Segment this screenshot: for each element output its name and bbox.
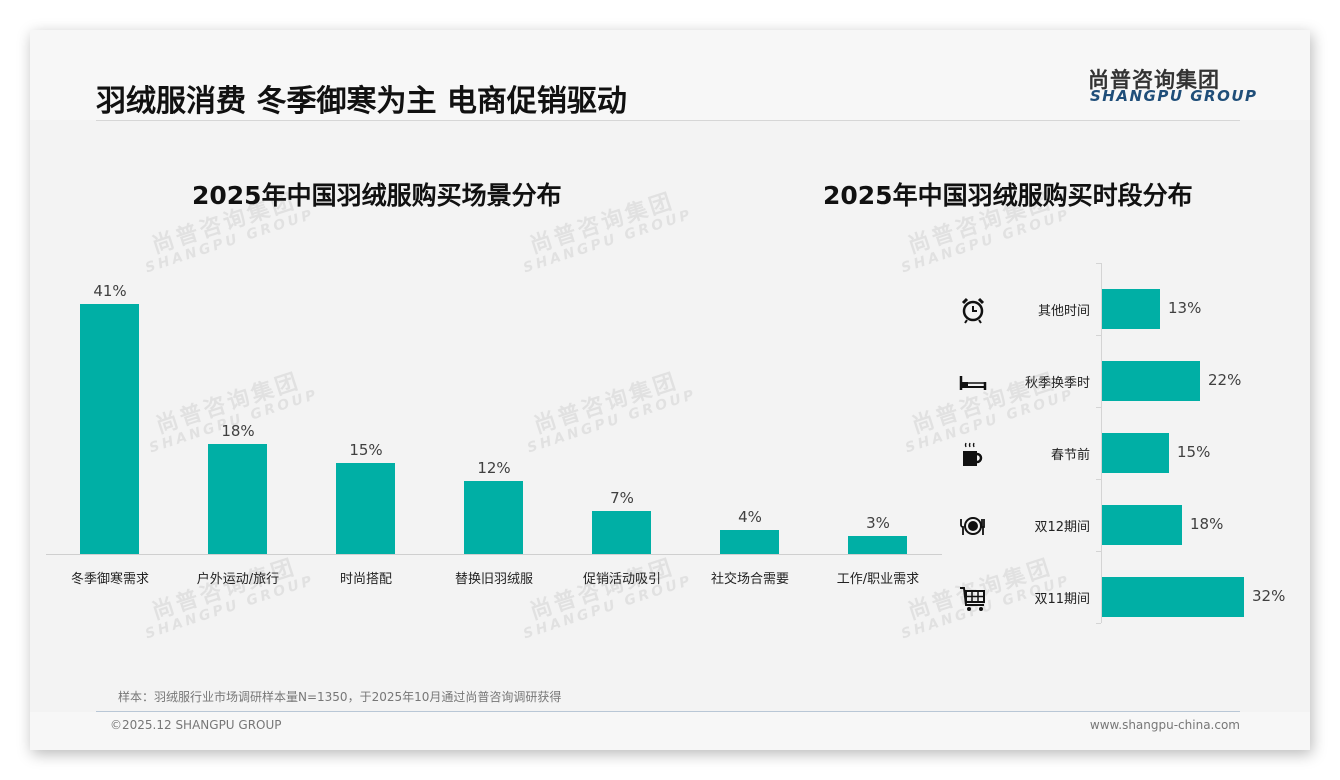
- bar: [1102, 505, 1182, 545]
- x-axis-line: [46, 554, 942, 555]
- bar-group: 41% 冬季御寒需求: [46, 280, 174, 590]
- logo-en: SHANGPU GROUP: [1090, 87, 1258, 105]
- bar: [1102, 577, 1244, 617]
- bar-group: 12% 替换旧羽绒服: [430, 280, 558, 590]
- header-divider: [96, 120, 1240, 121]
- category-label: 双12期间: [1034, 520, 1090, 535]
- axis-tick: [1096, 623, 1101, 624]
- shopping-cart-icon: [958, 583, 988, 613]
- category-label: 时尚搭配: [339, 572, 392, 587]
- y-axis-line: [1101, 263, 1102, 623]
- time-bar-chart: 其他时间 13% 秋季换季时 22% 春节前 15% 双12期间 18% 双11期间 32%: [950, 263, 1290, 624]
- bar-group: 15% 时尚搭配: [302, 280, 430, 590]
- slide: 羽绒服消费 冬季御寒为主 电商促销驱动 尚普咨询集团 SHANGPU GROUP…: [30, 30, 1310, 750]
- category-label: 秋季换季时: [1024, 376, 1090, 391]
- bar-row: 春节前 15%: [950, 417, 1290, 489]
- bed-icon: [958, 367, 988, 397]
- bar: [1102, 361, 1200, 401]
- logo-cn: 尚普咨询集团: [1088, 68, 1220, 92]
- category-label: 其他时间: [1037, 304, 1090, 319]
- category-label: 替换旧羽绒服: [454, 572, 533, 587]
- bar-value-label: 41%: [93, 282, 127, 300]
- bar-value-label: 15%: [349, 441, 383, 459]
- bar: [80, 304, 139, 554]
- bar-value-label: 18%: [221, 422, 255, 440]
- category-label: 促销活动吸引: [582, 572, 661, 587]
- bar: [848, 536, 907, 554]
- page-title: 羽绒服消费 冬季御寒为主 电商促销驱动: [96, 84, 627, 119]
- axis-tick: [1096, 263, 1101, 264]
- bar-group: 4% 社交场合需要: [686, 280, 814, 590]
- bar-group: 7% 促销活动吸引: [558, 280, 686, 590]
- plate-cutlery-icon: [958, 511, 988, 541]
- bar-row: 双12期间 18%: [950, 489, 1290, 561]
- bar-value-label: 3%: [866, 514, 890, 532]
- bar: [464, 481, 523, 554]
- scene-bar-chart: 41% 冬季御寒需求 18% 户外运动/旅行 15% 时尚搭配 12% 替换旧羽绒服 7% 促销活…: [46, 280, 942, 590]
- coffee-mug-icon: [958, 439, 988, 469]
- category-label: 春节前: [1050, 448, 1090, 463]
- bar-value-label: 7%: [610, 489, 634, 507]
- category-label: 社交场合需要: [710, 572, 789, 587]
- bar-row: 秋季换季时 22%: [950, 345, 1290, 417]
- bar-value-label: 12%: [477, 459, 511, 477]
- footer-divider: [96, 711, 1240, 712]
- website-link[interactable]: www.shangpu-china.com: [1089, 718, 1240, 732]
- scene-chart-title: 2025年中国羽绒服购买场景分布: [192, 181, 562, 210]
- axis-tick: [1096, 335, 1101, 336]
- axis-tick: [1096, 551, 1101, 552]
- footer-band: [30, 712, 1310, 750]
- bar-value-label: 32%: [1252, 587, 1286, 605]
- bar: [1102, 289, 1160, 329]
- category-label: 工作/职业需求: [836, 572, 920, 587]
- bar: [336, 463, 395, 554]
- bar: [1102, 433, 1169, 473]
- axis-tick: [1096, 407, 1101, 408]
- axis-tick: [1096, 479, 1101, 480]
- bar-value-label: 4%: [738, 508, 762, 526]
- alarm-clock-icon: [958, 295, 988, 325]
- time-chart-title: 2025年中国羽绒服购买时段分布: [823, 181, 1193, 210]
- category-label: 冬季御寒需求: [70, 572, 149, 587]
- bar-value-label: 18%: [1190, 515, 1224, 533]
- bar-group: 18% 户外运动/旅行: [174, 280, 302, 590]
- header-band: [30, 30, 1310, 120]
- bar: [592, 511, 651, 554]
- category-label: 双11期间: [1034, 592, 1090, 607]
- bar: [720, 530, 779, 554]
- bar-row: 其他时间 13%: [950, 273, 1290, 345]
- bar-group: 3% 工作/职业需求: [814, 280, 942, 590]
- category-label: 户外运动/旅行: [196, 572, 280, 587]
- bar: [208, 444, 267, 554]
- copyright: ©2025.12 SHANGPU GROUP: [110, 718, 282, 732]
- bar-value-label: 13%: [1168, 299, 1202, 317]
- bar-value-label: 15%: [1177, 443, 1211, 461]
- bar-value-label: 22%: [1208, 371, 1242, 389]
- bar-row: 双11期间 32%: [950, 561, 1290, 633]
- sample-note: 样本：羽绒服行业市场调研样本量N=1350，于2025年10月通过尚普咨询调研获…: [118, 690, 562, 704]
